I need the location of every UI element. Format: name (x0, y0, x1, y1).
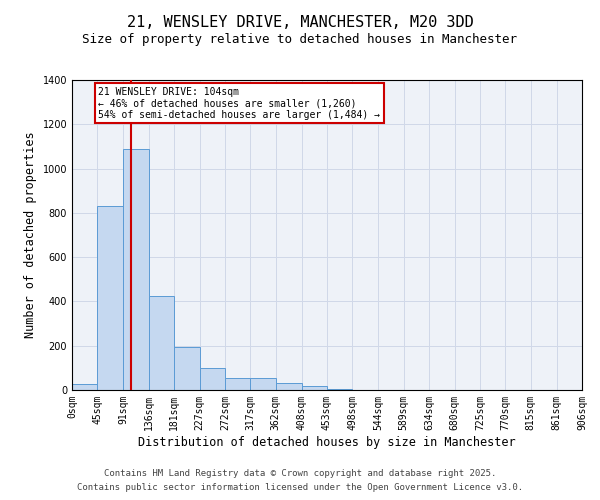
Text: 21 WENSLEY DRIVE: 104sqm
← 46% of detached houses are smaller (1,260)
54% of sem: 21 WENSLEY DRIVE: 104sqm ← 46% of detach… (98, 86, 380, 120)
Text: Size of property relative to detached houses in Manchester: Size of property relative to detached ho… (83, 32, 517, 46)
Bar (149, 296, 174, 390)
Bar (97, 206, 123, 390)
Text: Contains HM Land Registry data © Crown copyright and database right 2025.: Contains HM Land Registry data © Crown c… (104, 468, 496, 477)
Bar (276, 384, 302, 390)
X-axis label: Distribution of detached houses by size in Manchester: Distribution of detached houses by size … (138, 436, 516, 448)
Bar (250, 378, 276, 390)
Text: 21, WENSLEY DRIVE, MANCHESTER, M20 3DD: 21, WENSLEY DRIVE, MANCHESTER, M20 3DD (127, 15, 473, 30)
Bar (123, 148, 149, 390)
Bar (200, 368, 225, 390)
Bar (327, 389, 352, 390)
Bar (225, 378, 250, 390)
Bar (174, 347, 200, 390)
Bar (302, 386, 327, 390)
Bar (72, 384, 97, 390)
Text: Contains public sector information licensed under the Open Government Licence v3: Contains public sector information licen… (77, 484, 523, 492)
Y-axis label: Number of detached properties: Number of detached properties (24, 132, 37, 338)
